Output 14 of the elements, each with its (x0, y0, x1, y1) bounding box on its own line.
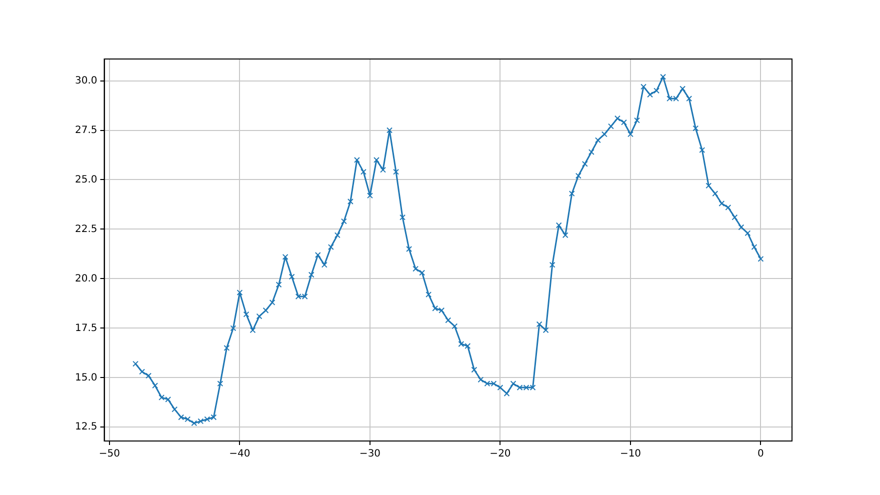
x-tick-label: −50 (98, 448, 120, 460)
x-tick-label: 0 (758, 448, 764, 460)
y-tick-label: 22.5 (75, 224, 98, 235)
x-tick-label: −40 (229, 448, 250, 460)
x-tick-label: −20 (490, 448, 511, 460)
y-tick-label: 17.5 (75, 322, 98, 334)
y-tick-label: 15.0 (75, 372, 98, 384)
y-tick-label: 20.0 (75, 273, 98, 284)
y-tick-label: 25.0 (75, 174, 98, 186)
y-tick-label: 27.5 (75, 124, 98, 136)
x-tick-label: −30 (359, 448, 381, 460)
y-tick-label: 30.0 (75, 75, 98, 86)
y-tick-label: 12.5 (75, 422, 98, 433)
x-tick-label: −10 (620, 448, 642, 460)
